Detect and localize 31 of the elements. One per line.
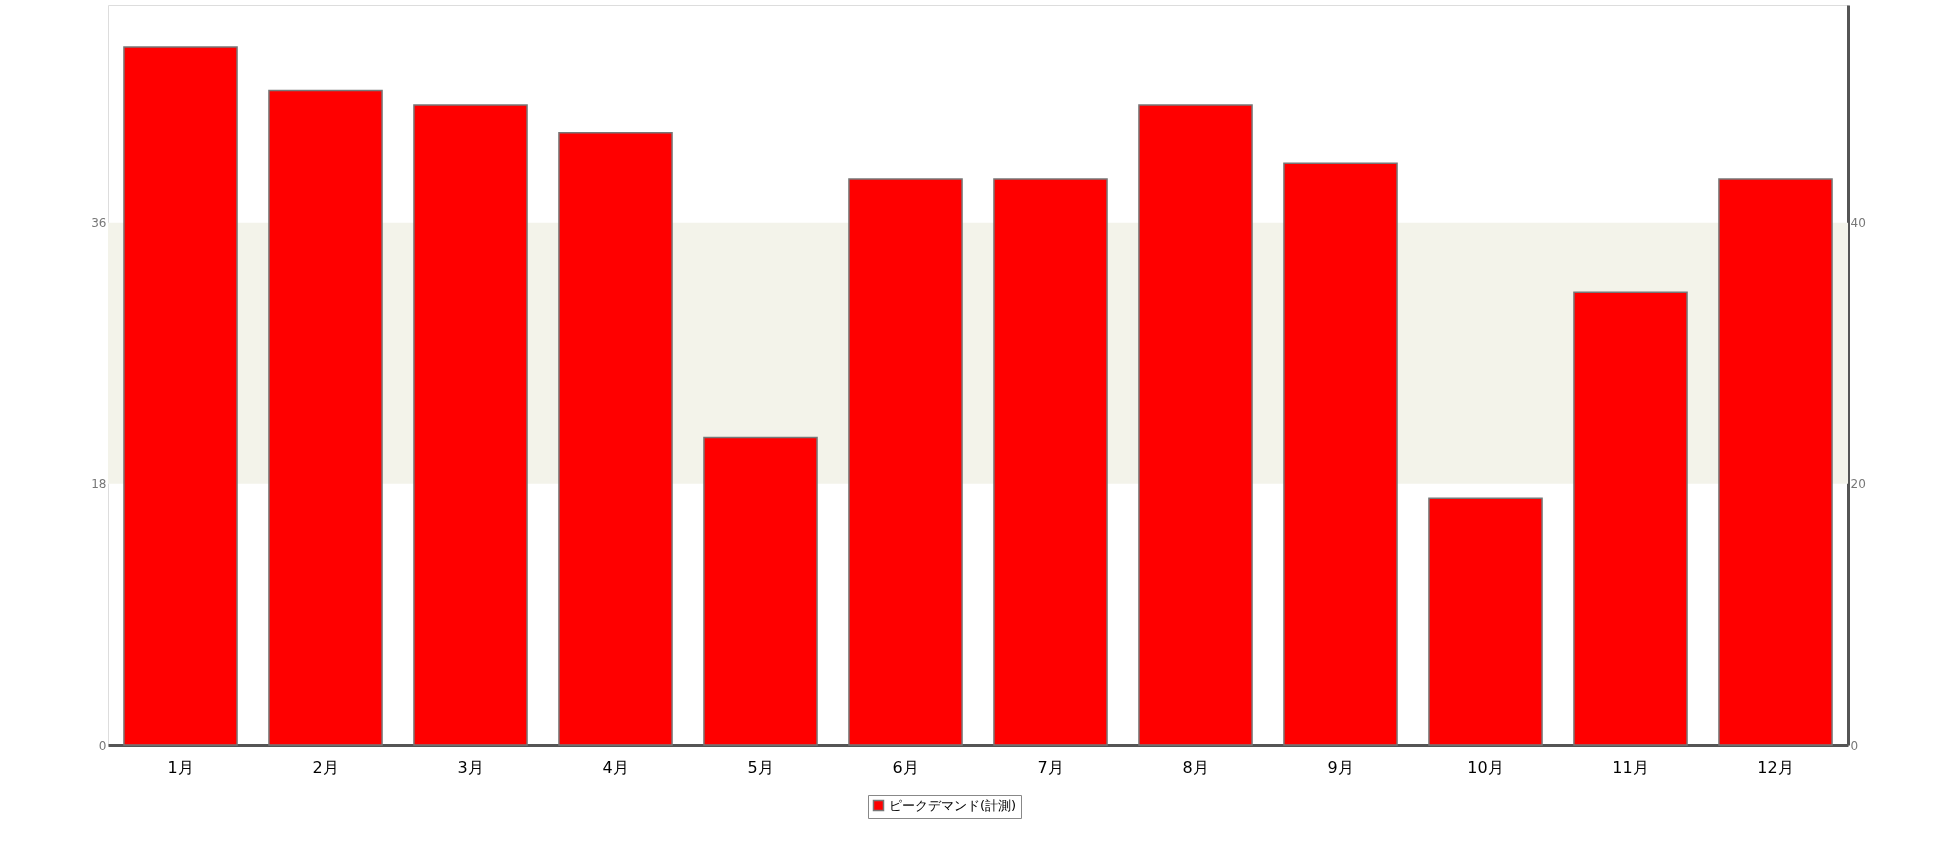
bar xyxy=(558,131,673,746)
x-tick-label: 3月 xyxy=(457,757,484,777)
bar xyxy=(1283,162,1398,746)
bar xyxy=(1138,104,1253,746)
y2-tick-label: 0 xyxy=(1850,738,1859,753)
x-tick-label: 6月 xyxy=(892,757,919,777)
y-tick-label: 0 xyxy=(98,738,107,753)
bar xyxy=(1428,497,1543,746)
bar xyxy=(848,178,963,746)
y-tick-label: 18 xyxy=(91,477,107,492)
bar xyxy=(123,46,238,746)
x-tick-label: 4月 xyxy=(602,757,629,777)
x-tick-label: 9月 xyxy=(1327,757,1354,777)
x-tick-label: 8月 xyxy=(1182,757,1209,777)
bar xyxy=(1718,178,1833,746)
y-tick-label: 36 xyxy=(91,216,107,231)
bar xyxy=(268,89,383,746)
bar xyxy=(413,104,528,746)
bar xyxy=(993,178,1108,746)
x-tick-label: 12月 xyxy=(1757,757,1794,777)
x-tick-label: 1月 xyxy=(167,757,194,777)
bar xyxy=(1573,291,1688,746)
y2-tick-label: 40 xyxy=(1850,216,1866,231)
x-tick-label: 10月 xyxy=(1467,757,1504,777)
x-tick-label: 11月 xyxy=(1612,757,1649,777)
x-tick-label: 5月 xyxy=(747,757,774,777)
legend-label: ピークデマンド(計測) xyxy=(889,797,1017,813)
bar xyxy=(703,436,818,746)
x-tick-label: 2月 xyxy=(312,757,339,777)
y2-tick-label: 20 xyxy=(1850,477,1866,492)
x-tick-label: 7月 xyxy=(1037,757,1064,777)
